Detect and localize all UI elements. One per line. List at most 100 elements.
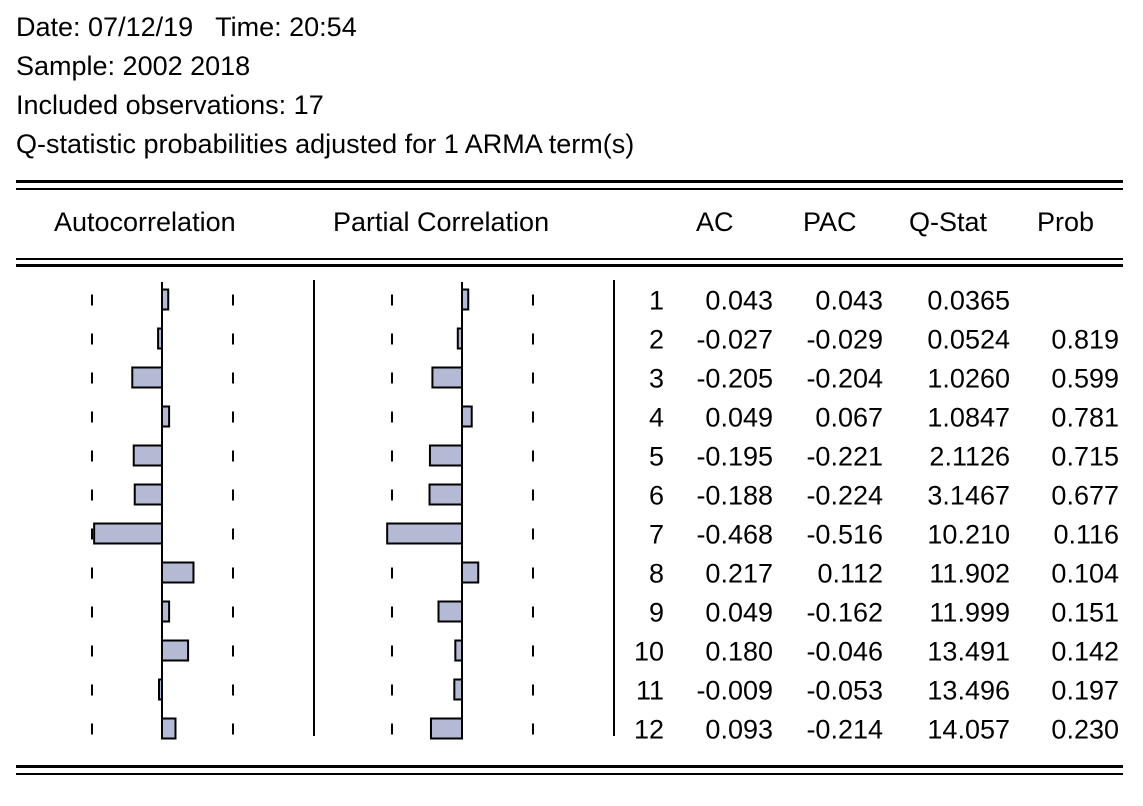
header-rule xyxy=(16,258,1123,260)
pac-bar xyxy=(428,483,463,506)
ac-value: -0.195 xyxy=(696,442,773,472)
qstat-value: 1.0847 xyxy=(927,403,1010,433)
ac-bar xyxy=(132,444,164,467)
ac-value: -0.468 xyxy=(696,520,773,550)
pac-value: -0.516 xyxy=(806,520,883,550)
lag-label: 1 xyxy=(649,286,664,316)
ac-value: 0.093 xyxy=(705,715,773,745)
lag-label: 7 xyxy=(649,520,664,550)
pac-value: 0.112 xyxy=(817,559,883,589)
ac-value: -0.027 xyxy=(696,325,773,355)
ac-value: -0.009 xyxy=(696,676,773,706)
pac-bar xyxy=(461,288,470,311)
prob-value: 0.197 xyxy=(1051,676,1119,706)
prob-value: 0.104 xyxy=(1051,559,1119,589)
top-rule-inner xyxy=(16,188,1123,190)
ac-bar xyxy=(161,405,171,428)
ac-bar xyxy=(93,522,163,545)
ac-value: -0.188 xyxy=(696,481,773,511)
pac-bar xyxy=(456,327,464,350)
lag-label: 9 xyxy=(649,598,664,628)
autocorrelation-header: Autocorrelation xyxy=(54,207,236,237)
lag-label: 12 xyxy=(634,715,664,745)
prob-value: 0.677 xyxy=(1051,481,1119,511)
pac-value: -0.162 xyxy=(806,598,883,628)
bottom-rule-inner xyxy=(16,773,1123,775)
prob-value: 0.142 xyxy=(1051,637,1119,667)
ac-bar xyxy=(133,483,164,506)
pac-value: 0.043 xyxy=(815,286,883,316)
header-rule-inner xyxy=(16,264,1123,267)
q-statistic-note: Q-statistic probabilities adjusted for 1… xyxy=(16,129,635,159)
qstat-value: 10.210 xyxy=(927,520,1010,550)
lag-label: 2 xyxy=(649,325,664,355)
ac-value: -0.205 xyxy=(696,364,773,394)
qstat-value: 1.0260 xyxy=(927,364,1010,394)
pac-value: -0.053 xyxy=(806,676,883,706)
lag-label: 8 xyxy=(649,559,664,589)
pac-value: -0.029 xyxy=(806,325,883,355)
prob-value: 0.151 xyxy=(1051,598,1119,628)
lag-label: 6 xyxy=(649,481,664,511)
ac-value: 0.043 xyxy=(705,286,773,316)
lag-label: 11 xyxy=(636,676,664,706)
ac-bar xyxy=(158,678,163,701)
prob-value: 0.781 xyxy=(1051,403,1119,433)
pac-bar xyxy=(454,639,463,662)
ac-bar xyxy=(161,717,177,740)
prob-value: 0.116 xyxy=(1053,520,1119,550)
qstat-value: 11.902 xyxy=(929,559,1010,589)
observations-line: Included observations: 17 xyxy=(16,90,324,120)
qstat-value: 11.999 xyxy=(929,598,1010,628)
pac-value: 0.067 xyxy=(815,403,883,433)
qstat-value: 2.1126 xyxy=(929,442,1010,472)
qstat-value: 13.491 xyxy=(927,637,1010,667)
qstat-value: 3.1467 xyxy=(927,481,1010,511)
ac-value: 0.049 xyxy=(705,598,773,628)
pac-bar xyxy=(461,405,473,428)
pac-value: -0.204 xyxy=(806,364,883,394)
lag-label: 3 xyxy=(649,364,664,394)
prob-value: 0.715 xyxy=(1051,442,1119,472)
ac-bar xyxy=(161,600,171,623)
bottom-rule xyxy=(16,765,1123,768)
ac-bar xyxy=(161,639,190,662)
pac-bar xyxy=(428,444,463,467)
ac-value: 0.217 xyxy=(705,559,773,589)
ac-bar xyxy=(161,288,170,311)
pac-bar xyxy=(429,717,464,740)
qstat-header: Q-Stat xyxy=(909,207,988,237)
sample-line: Sample: 2002 2018 xyxy=(16,51,251,81)
prob-value: 0.230 xyxy=(1051,715,1119,745)
partial-correlation-header: Partial Correlation xyxy=(333,207,550,237)
ac-header: AC xyxy=(696,207,734,237)
qstat-value: 0.0365 xyxy=(927,286,1010,316)
lag-label: 10 xyxy=(634,637,664,667)
pac-bar xyxy=(386,522,463,545)
pac-bar xyxy=(453,678,464,701)
ac-value: 0.049 xyxy=(705,403,773,433)
pac-bar xyxy=(461,561,480,584)
top-rule xyxy=(16,180,1123,183)
date-time-line: Date: 07/12/19 Time: 20:54 xyxy=(16,12,357,42)
prob-header: Prob xyxy=(1037,207,1095,237)
qstat-value: 14.057 xyxy=(927,715,1010,745)
pac-value: -0.214 xyxy=(806,715,883,745)
lag-label: 4 xyxy=(649,403,664,433)
lag-label: 5 xyxy=(649,442,664,472)
pac-value: -0.046 xyxy=(806,637,883,667)
ac-bar xyxy=(161,561,195,584)
pac-value: -0.224 xyxy=(806,481,883,511)
prob-value: 0.819 xyxy=(1051,325,1119,355)
qstat-value: 13.496 xyxy=(927,676,1010,706)
pac-bar xyxy=(437,600,464,623)
ac-bar xyxy=(131,366,163,389)
pac-value: -0.221 xyxy=(806,442,883,472)
ac-bar xyxy=(157,327,164,350)
pac-bar xyxy=(431,366,464,389)
ac-value: 0.180 xyxy=(705,637,773,667)
pac-header: PAC xyxy=(803,207,857,237)
prob-value: 0.599 xyxy=(1051,364,1119,394)
qstat-value: 0.0524 xyxy=(927,325,1010,355)
